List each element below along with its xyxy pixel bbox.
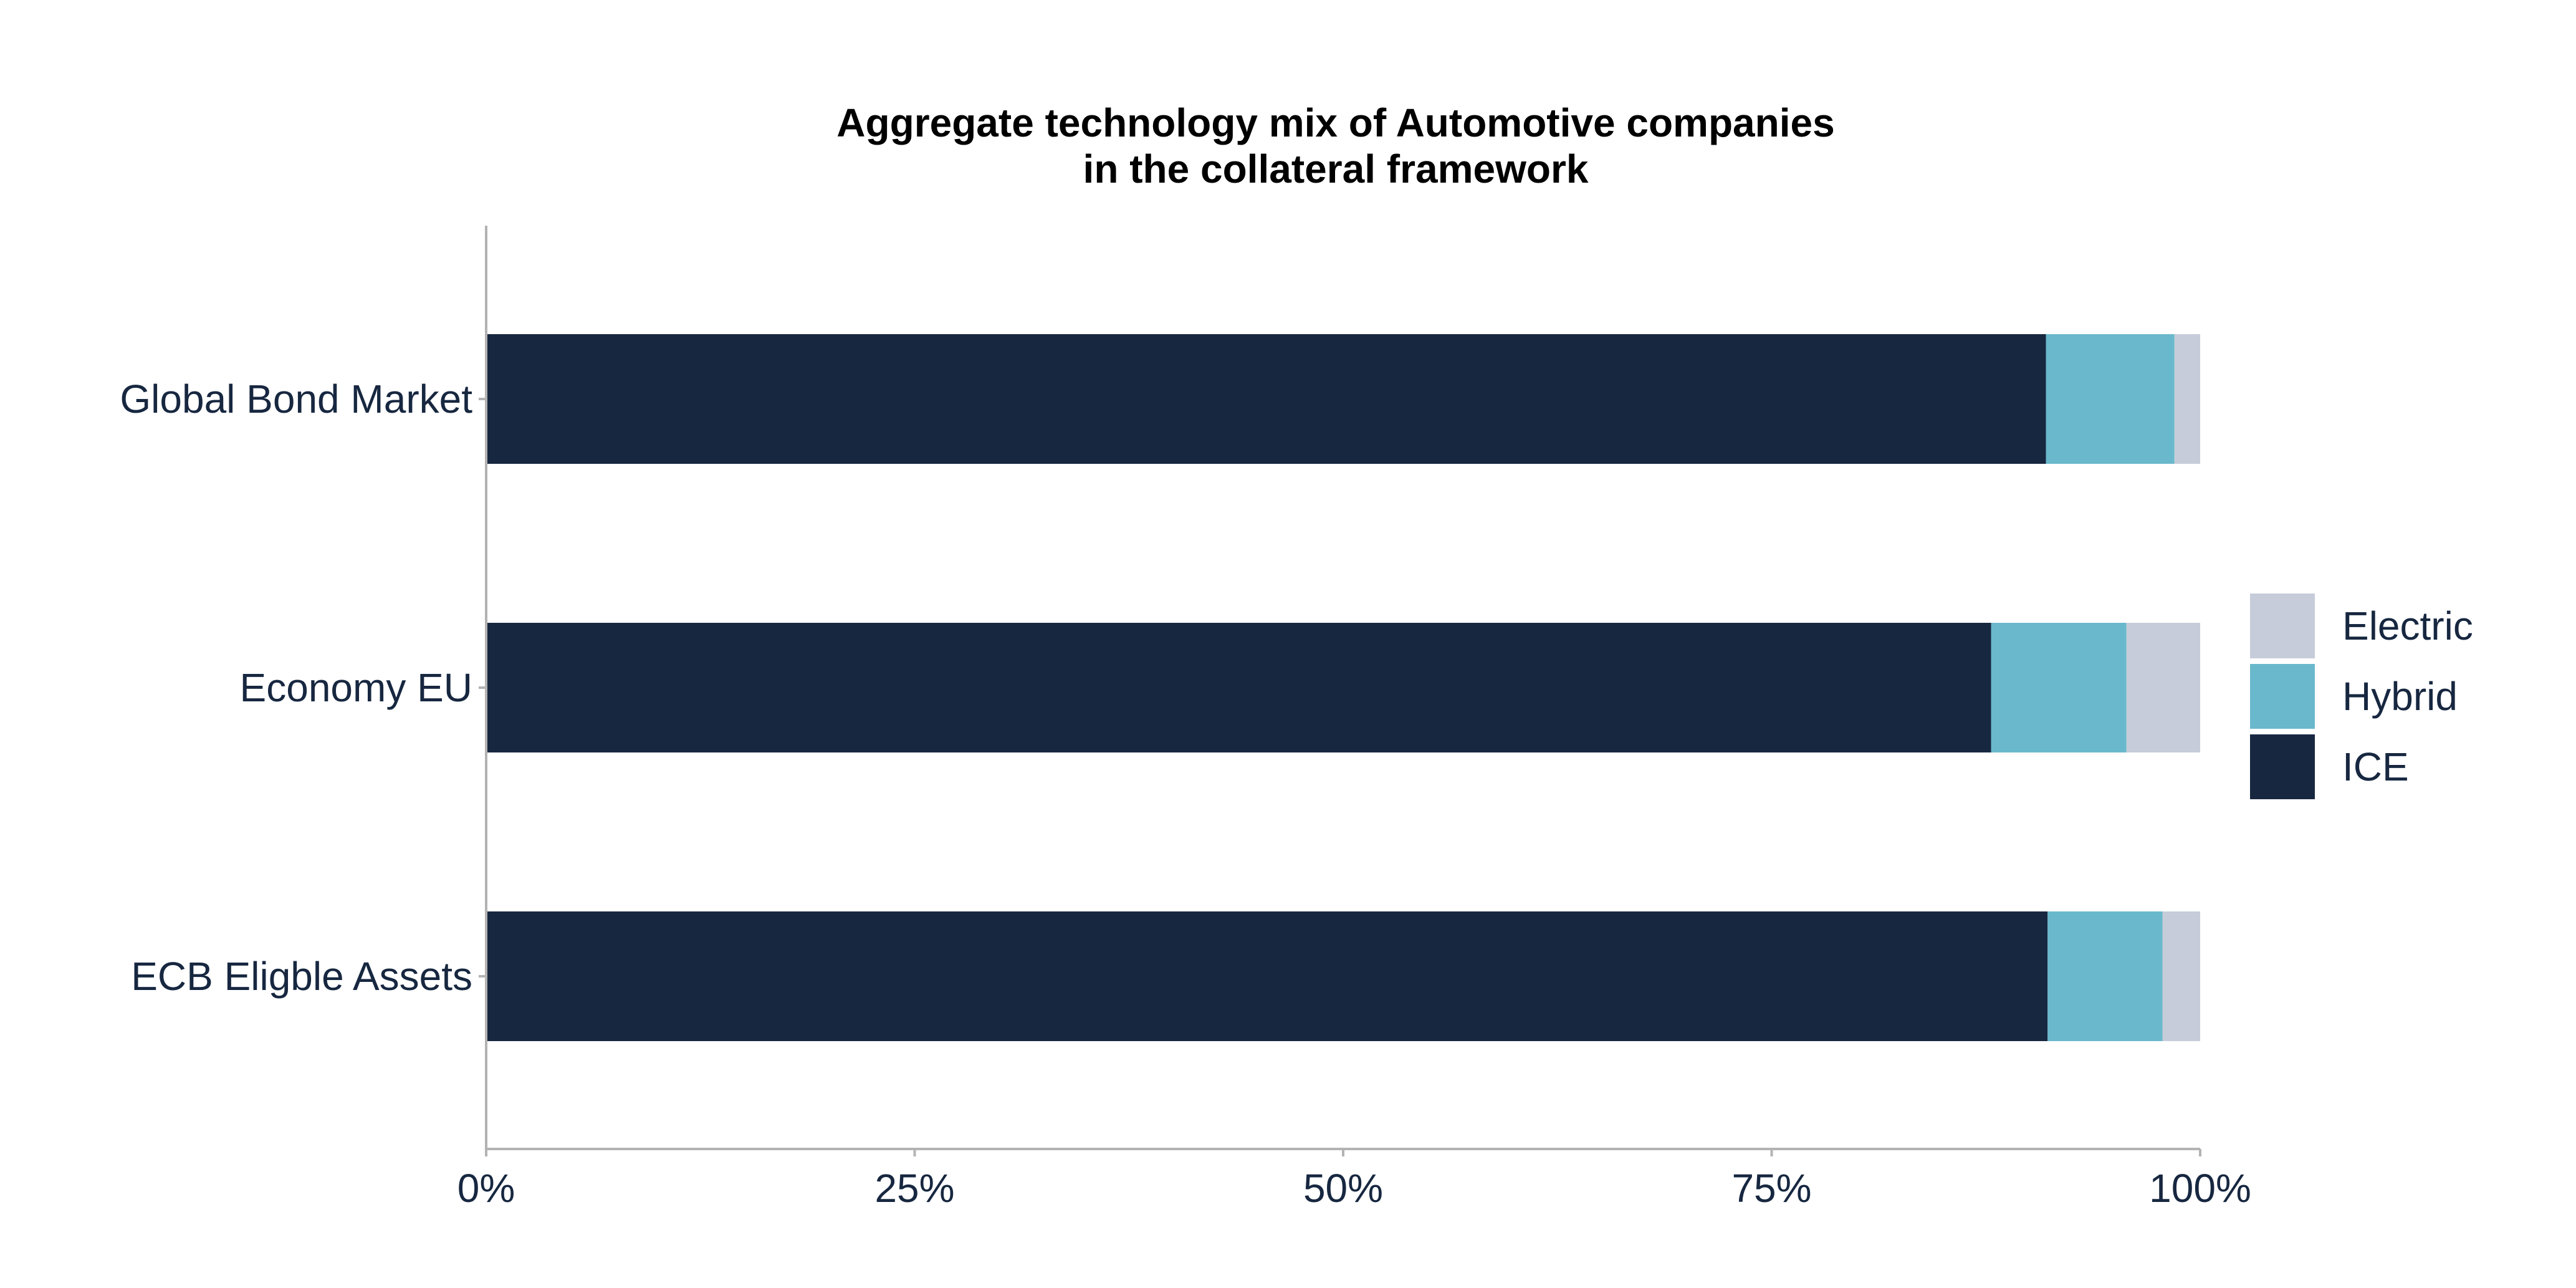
legend: Electric Hybrid ICE <box>2250 594 2473 799</box>
legend-key-electric <box>2250 594 2315 658</box>
legend-key-ice <box>2250 734 2315 799</box>
chart-title-line-2: in the collateral framework <box>1083 147 1589 191</box>
x-tick-label-0: 0% <box>457 1166 515 1211</box>
bar-electric-2 <box>2162 911 2200 1041</box>
bar-ice-1 <box>486 623 1991 752</box>
legend-label-electric: Electric <box>2342 603 2473 648</box>
legend-key-hybrid <box>2250 664 2315 729</box>
category-label-0: Global Bond Market <box>120 377 472 421</box>
legend-label-hybrid: Hybrid <box>2342 674 2458 719</box>
category-label-2: ECB Eligble Assets <box>131 954 472 999</box>
category-label-1: Economy EU <box>240 665 472 710</box>
bar-ice-2 <box>486 911 2048 1041</box>
x-tick-label-3: 75% <box>1731 1166 1811 1211</box>
chart-title-line-1: Aggregate technology mix of Automotive c… <box>836 100 1834 145</box>
x-tick-label-2: 50% <box>1303 1166 1383 1211</box>
x-tick-label-1: 25% <box>874 1166 954 1211</box>
x-ticks: 0% 25% 50% 75% 100% <box>457 1149 2251 1211</box>
x-tick-label-4: 100% <box>2149 1166 2251 1211</box>
bar-electric-1 <box>2126 623 2200 752</box>
bar-hybrid-2 <box>2047 911 2163 1041</box>
chart-title: Aggregate technology mix of Automotive c… <box>836 100 1834 191</box>
bars <box>486 334 2200 1041</box>
legend-label-ice: ICE <box>2342 744 2409 789</box>
bar-ice-0 <box>486 334 2046 464</box>
bar-hybrid-0 <box>2046 334 2175 464</box>
bar-hybrid-1 <box>1991 623 2127 752</box>
bar-electric-0 <box>2174 334 2200 464</box>
category-labels: Global Bond Market Economy EU ECB Eligble … <box>120 377 486 999</box>
